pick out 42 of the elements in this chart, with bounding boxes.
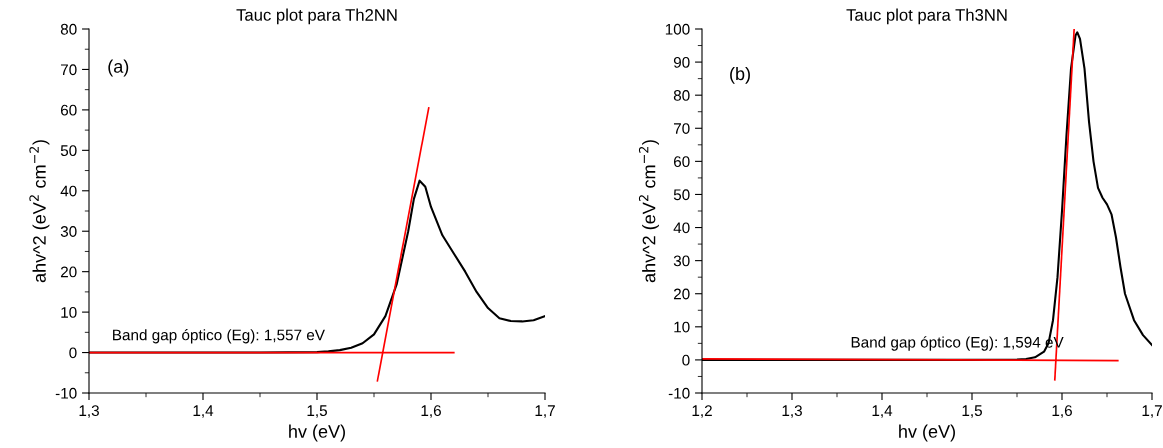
y-tick-label: 80 <box>60 23 77 35</box>
y-tick-label: 60 <box>673 156 690 168</box>
x-tick-label: 1,3 <box>782 405 802 418</box>
y-tick-label: 0 <box>69 347 77 359</box>
y-tick-label: 10 <box>674 321 690 333</box>
y-tick-label: 40 <box>673 222 690 234</box>
chart-title: Tauc plot para Th3NN <box>846 8 1007 25</box>
x-tick-label: 1,5 <box>307 405 327 418</box>
y-tick-label: 100 <box>665 23 690 35</box>
x-tick-label: 1,6 <box>421 405 441 418</box>
x-axis-title: hv (eV) <box>899 424 955 442</box>
x-tick-label: 1,3 <box>79 405 99 418</box>
y-tick-label: 20 <box>673 288 690 300</box>
x-tick-label: 1,4 <box>193 405 214 418</box>
y-axis-title: ahv^2 (eV$^{2}$ cm$^{−2}$) <box>638 140 659 283</box>
y-tick-label: 10 <box>61 306 77 318</box>
chart-title: Tauc plot para Th2NN <box>236 8 397 25</box>
y-tick-label: 70 <box>60 64 77 76</box>
y-tick-label: 0 <box>682 354 690 366</box>
y-axis-title: ahv^2 (eV$^{2}$ cm$^{−2}$) <box>29 140 50 283</box>
x-tick-label: 1,4 <box>872 405 893 418</box>
x-tick-label: 1,7 <box>535 405 555 418</box>
y-tick-label: 90 <box>673 56 690 68</box>
annotation: (b) <box>730 66 750 84</box>
y-tick-label: 50 <box>60 145 77 157</box>
y-tick-label: 40 <box>60 185 77 197</box>
y-tick-label: 70 <box>673 123 690 134</box>
y-tick-label: 80 <box>673 90 690 101</box>
x-tick-label: 1,2 <box>692 405 712 418</box>
x-tick-label: 1,5 <box>962 405 982 418</box>
y-tick-label: 60 <box>60 104 77 116</box>
y-tick-label: 30 <box>60 226 77 237</box>
x-tick-label: 1,6 <box>1052 405 1072 418</box>
y-tick-label: 20 <box>60 266 77 278</box>
x-tick-label: 1,7 <box>1142 405 1162 418</box>
y-tick-label: 30 <box>673 255 690 267</box>
y-tick-label: -10 <box>668 387 690 399</box>
y-tick-label: -10 <box>55 387 77 399</box>
x-axis-title: hv (eV) <box>289 424 345 442</box>
annotation: Band gap óptico (Eg): 1,557 eV <box>113 328 325 344</box>
annotation: (a) <box>108 59 129 77</box>
y-tick-label: 50 <box>673 189 690 201</box>
